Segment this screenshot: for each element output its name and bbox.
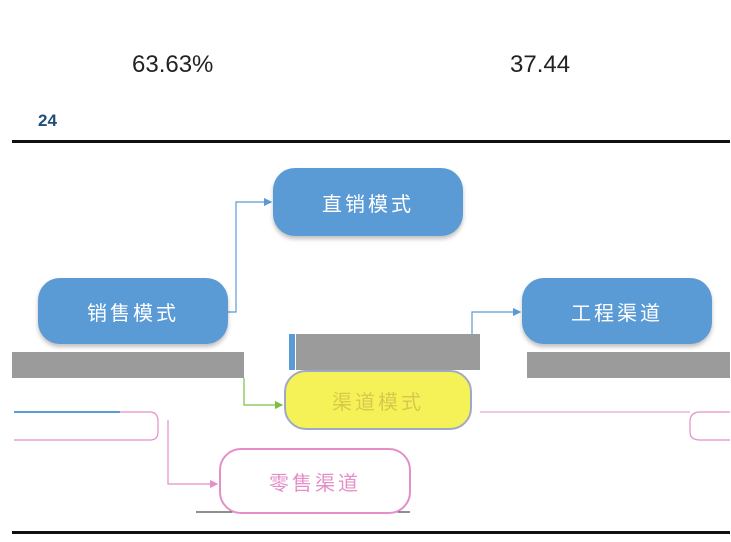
stat-value: 37.44	[510, 51, 571, 78]
connector-sales-channel	[243, 378, 284, 410]
node-direct-sales: 直销模式	[273, 168, 463, 236]
stat-percentage: 63.63%	[132, 51, 214, 78]
connector-channel-engineering	[471, 307, 522, 334]
node-engineering-channel: 工程渠道	[522, 278, 712, 344]
connector-sales-direct	[228, 197, 273, 313]
broken-outline-right	[689, 411, 730, 441]
connector-sales-retail	[167, 420, 219, 489]
gray-band-right	[527, 352, 730, 378]
gray-band-left	[12, 352, 244, 378]
node-sales-model: 销售模式	[38, 278, 228, 344]
gray-band-middle	[296, 334, 480, 370]
node-retail-channel: 零售渠道	[219, 448, 411, 514]
page-number: 24	[38, 111, 57, 130]
bottom-rule	[12, 531, 730, 534]
blue-edge-strip	[289, 334, 295, 370]
broken-outline-left	[14, 411, 159, 441]
top-rule	[12, 140, 730, 143]
node-channel-model: 渠道模式	[284, 370, 472, 430]
